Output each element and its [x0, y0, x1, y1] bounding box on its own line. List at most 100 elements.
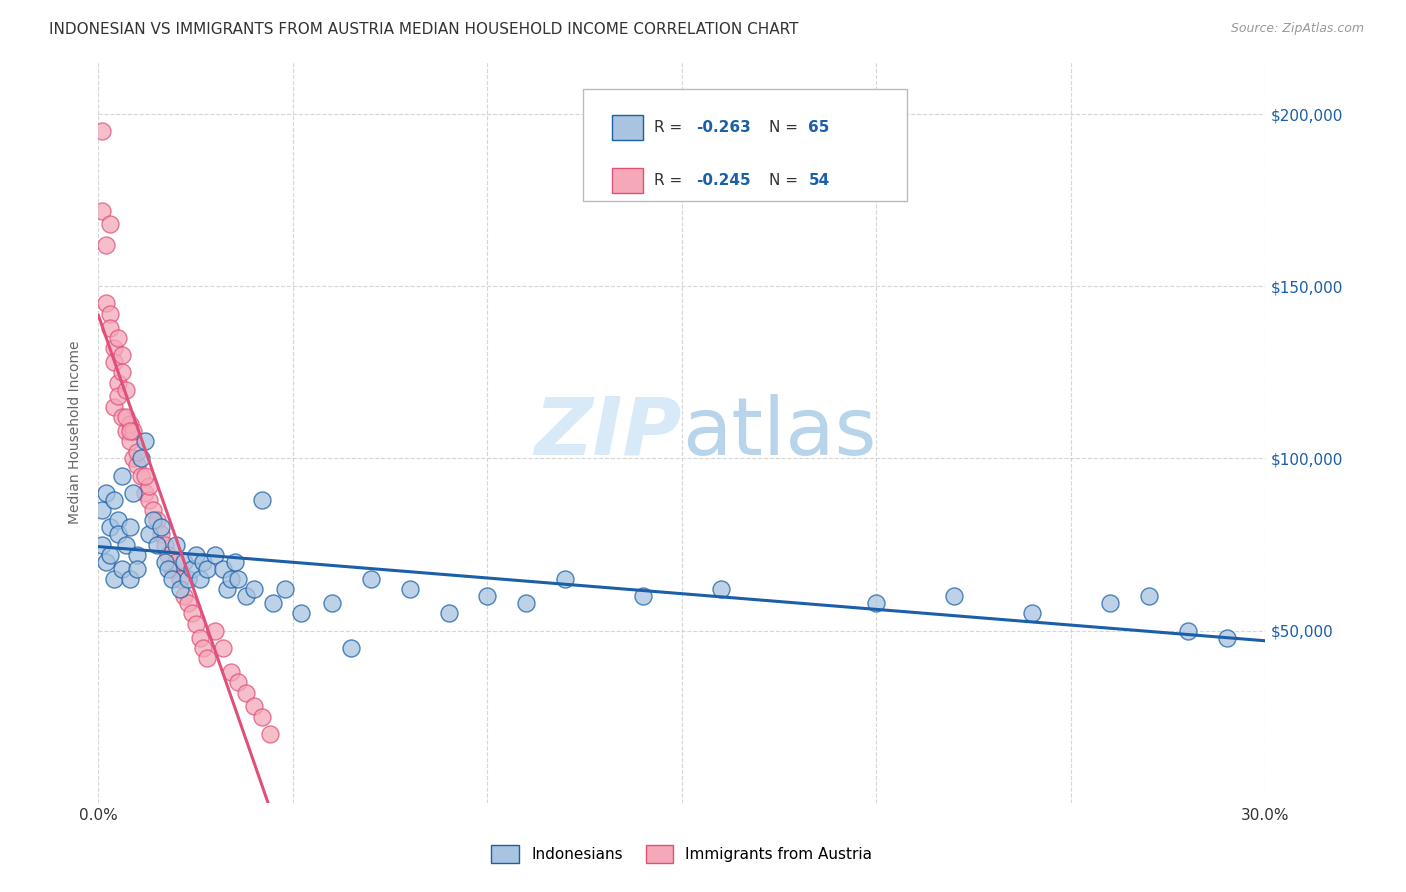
- Text: 65: 65: [808, 120, 830, 135]
- Point: [180, 607, 202, 621]
- Point: [98, 307, 121, 321]
- Point: [943, 589, 966, 603]
- Point: [127, 548, 149, 562]
- Point: [169, 572, 191, 586]
- Point: [157, 561, 180, 575]
- Point: [235, 589, 257, 603]
- Point: [398, 582, 420, 597]
- Point: [865, 596, 887, 610]
- Point: [153, 555, 176, 569]
- Point: [340, 640, 363, 655]
- Point: [193, 555, 215, 569]
- Point: [111, 348, 134, 362]
- Point: [262, 596, 284, 610]
- Point: [360, 572, 382, 586]
- Point: [96, 555, 118, 569]
- Point: [235, 685, 257, 699]
- Point: [1137, 589, 1160, 603]
- Point: [122, 451, 145, 466]
- Point: [98, 320, 121, 334]
- Point: [146, 513, 169, 527]
- Point: [274, 582, 297, 597]
- Point: [107, 376, 129, 390]
- Point: [149, 527, 172, 541]
- Point: [107, 513, 129, 527]
- Text: R =: R =: [654, 120, 688, 135]
- Point: [437, 607, 460, 621]
- Point: [98, 520, 121, 534]
- Point: [212, 640, 235, 655]
- Point: [96, 486, 118, 500]
- Point: [134, 434, 156, 449]
- Point: [118, 417, 141, 431]
- Point: [165, 555, 187, 569]
- Point: [228, 675, 250, 690]
- Point: [146, 537, 169, 551]
- Point: [107, 527, 129, 541]
- Y-axis label: Median Household Income: Median Household Income: [69, 341, 83, 524]
- Point: [127, 458, 149, 473]
- Point: [188, 572, 211, 586]
- Point: [631, 589, 654, 603]
- Point: [103, 572, 125, 586]
- Point: [184, 548, 207, 562]
- Point: [107, 389, 129, 403]
- Point: [204, 624, 226, 638]
- Point: [180, 561, 202, 575]
- Point: [91, 537, 114, 551]
- Point: [554, 572, 576, 586]
- Point: [134, 486, 156, 500]
- Point: [215, 582, 238, 597]
- Point: [107, 331, 129, 345]
- Point: [177, 596, 200, 610]
- Point: [195, 651, 218, 665]
- Point: [96, 238, 118, 252]
- Point: [243, 582, 266, 597]
- Point: [153, 537, 176, 551]
- Point: [219, 572, 242, 586]
- Point: [111, 561, 134, 575]
- Point: [224, 555, 246, 569]
- Point: [111, 365, 134, 379]
- Point: [169, 582, 191, 597]
- Point: [114, 424, 136, 438]
- Point: [103, 355, 125, 369]
- Point: [149, 520, 172, 534]
- Point: [243, 699, 266, 714]
- Point: [177, 572, 200, 586]
- Point: [212, 561, 235, 575]
- Point: [710, 582, 733, 597]
- Point: [1215, 631, 1237, 645]
- Point: [122, 424, 145, 438]
- Text: INDONESIAN VS IMMIGRANTS FROM AUSTRIA MEDIAN HOUSEHOLD INCOME CORRELATION CHART: INDONESIAN VS IMMIGRANTS FROM AUSTRIA ME…: [49, 22, 799, 37]
- Point: [142, 503, 165, 517]
- Point: [195, 561, 218, 575]
- Point: [134, 468, 156, 483]
- Point: [477, 589, 499, 603]
- Point: [91, 203, 114, 218]
- Point: [114, 383, 136, 397]
- Point: [103, 492, 125, 507]
- Text: -0.245: -0.245: [696, 173, 751, 187]
- Point: [114, 537, 136, 551]
- Text: Source: ZipAtlas.com: Source: ZipAtlas.com: [1230, 22, 1364, 36]
- Point: [118, 520, 141, 534]
- Legend: Indonesians, Immigrants from Austria: Indonesians, Immigrants from Austria: [485, 839, 879, 869]
- Point: [259, 727, 281, 741]
- Point: [184, 616, 207, 631]
- Point: [250, 492, 273, 507]
- Point: [165, 537, 187, 551]
- Point: [118, 424, 141, 438]
- Text: atlas: atlas: [682, 393, 876, 472]
- Point: [1098, 596, 1121, 610]
- Point: [290, 607, 312, 621]
- Point: [96, 296, 118, 310]
- Point: [138, 527, 160, 541]
- Point: [103, 341, 125, 355]
- Point: [1177, 624, 1199, 638]
- Point: [193, 640, 215, 655]
- Point: [91, 503, 114, 517]
- Text: 54: 54: [808, 173, 830, 187]
- Point: [250, 709, 273, 723]
- Point: [111, 468, 134, 483]
